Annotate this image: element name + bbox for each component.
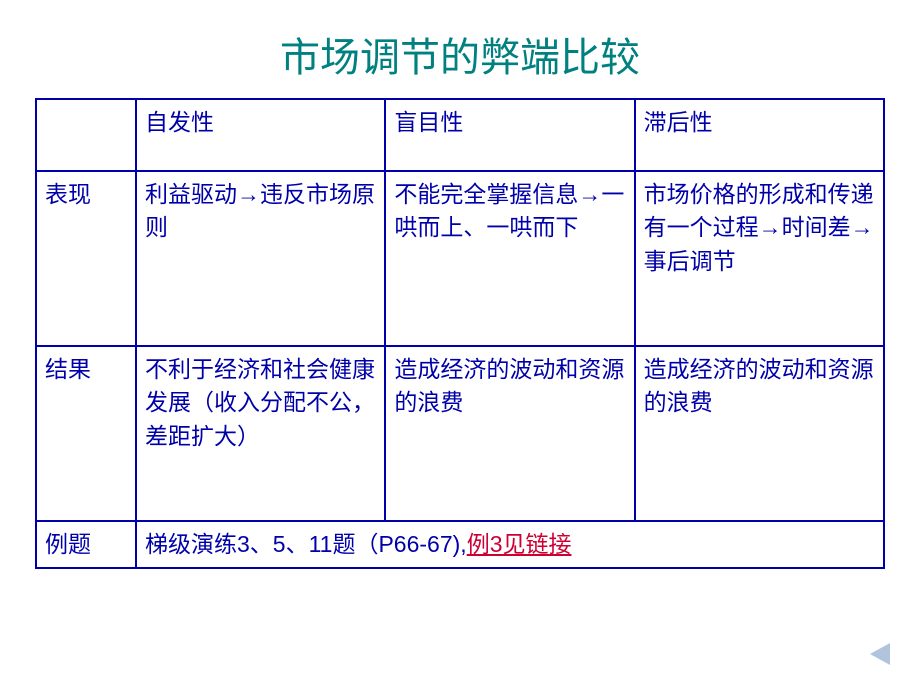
example-text-prefix: 梯级演练3、5、11题（P66-67),: [145, 531, 467, 557]
header-spontaneity: 自发性: [136, 99, 385, 171]
table-row-example: 例题 梯级演练3、5、11题（P66-67),例3见链接: [36, 521, 884, 568]
row-label-result: 结果: [36, 346, 136, 521]
cell-result-spontaneity: 不利于经济和社会健康发展（收入分配不公，差距扩大）: [136, 346, 385, 521]
header-blindness: 盲目性: [385, 99, 634, 171]
comparison-table: 自发性 盲目性 滞后性 表现 利益驱动→违反市场原则 不能完全掌握信息→一哄而上…: [35, 98, 885, 569]
cell-result-lag: 造成经济的波动和资源的浪费: [635, 346, 884, 521]
table-header-row: 自发性 盲目性 滞后性: [36, 99, 884, 171]
table-row-performance: 表现 利益驱动→违反市场原则 不能完全掌握信息→一哄而上、一哄而下 市场价格的形…: [36, 171, 884, 346]
comparison-table-container: 自发性 盲目性 滞后性 表现 利益驱动→违反市场原则 不能完全掌握信息→一哄而上…: [35, 98, 885, 569]
header-empty-cell: [36, 99, 136, 171]
row-label-performance: 表现: [36, 171, 136, 346]
table-row-result: 结果 不利于经济和社会健康发展（收入分配不公，差距扩大） 造成经济的波动和资源的…: [36, 346, 884, 521]
page-title: 市场调节的弊端比较: [0, 0, 920, 98]
cell-result-blindness: 造成经济的波动和资源的浪费: [385, 346, 634, 521]
cell-perf-blindness: 不能完全掌握信息→一哄而上、一哄而下: [385, 171, 634, 346]
example-link[interactable]: 例3见链接: [467, 531, 572, 557]
cell-perf-spontaneity: 利益驱动→违反市场原则: [136, 171, 385, 346]
header-lag: 滞后性: [635, 99, 884, 171]
back-nav-triangle-icon[interactable]: [870, 643, 890, 665]
row-label-example: 例题: [36, 521, 136, 568]
cell-perf-lag: 市场价格的形成和传递有一个过程→时间差→事后调节: [635, 171, 884, 346]
cell-example-content: 梯级演练3、5、11题（P66-67),例3见链接: [136, 521, 884, 568]
